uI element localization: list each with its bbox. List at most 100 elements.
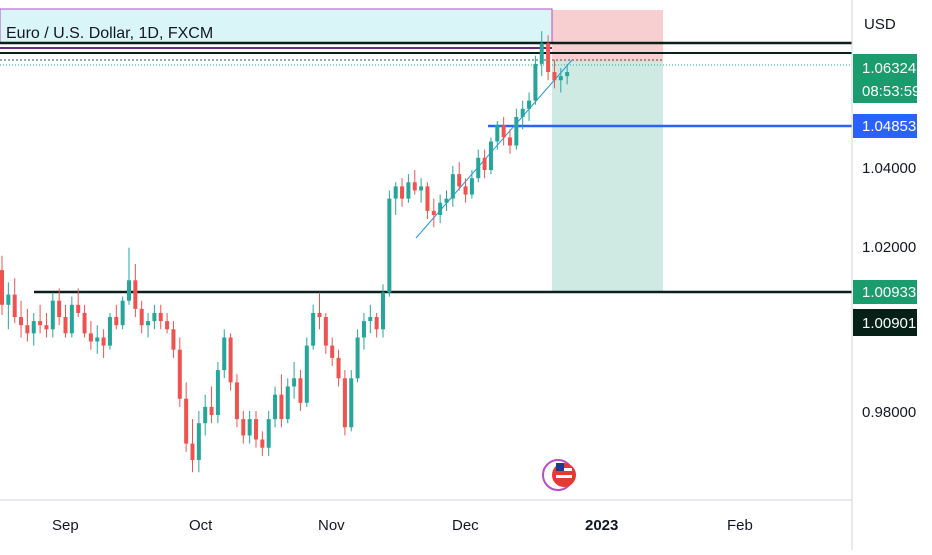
candle-body[interactable] [76, 304, 81, 313]
candle-body[interactable] [317, 312, 322, 318]
candle-body[interactable] [406, 182, 411, 199]
candle-body[interactable] [469, 178, 474, 195]
candle-body[interactable] [273, 394, 278, 420]
candle-body[interactable] [215, 370, 220, 416]
candle-body[interactable] [165, 321, 170, 330]
candle-body[interactable] [304, 345, 309, 403]
candle-body[interactable] [393, 186, 398, 199]
candle-body[interactable] [336, 357, 341, 379]
candle-body[interactable] [539, 43, 544, 64]
candle-body[interactable] [438, 202, 443, 215]
candle-body[interactable] [444, 198, 449, 203]
candle-body[interactable] [400, 186, 405, 199]
candle-body[interactable] [222, 337, 227, 371]
candle-body[interactable] [31, 321, 36, 334]
candle-body[interactable] [565, 72, 570, 77]
candle-body[interactable] [279, 394, 284, 420]
candle-body[interactable] [419, 186, 424, 191]
candle-body[interactable] [463, 186, 468, 195]
candle-body[interactable] [234, 382, 239, 420]
candle-body[interactable] [355, 337, 360, 379]
candle-body[interactable] [63, 317, 68, 334]
candle-body[interactable] [44, 325, 49, 330]
candle-body[interactable] [57, 300, 62, 318]
candle-body[interactable] [552, 72, 557, 81]
time-label-dec: Dec [452, 517, 479, 534]
candle-body[interactable] [152, 312, 157, 322]
us-flag-event-icon[interactable] [542, 459, 576, 491]
candle-body[interactable] [69, 304, 74, 334]
candle-body[interactable] [488, 141, 493, 171]
title-highlight-box[interactable] [0, 8, 553, 44]
candle-body[interactable] [508, 137, 512, 146]
candle-body[interactable] [285, 386, 290, 420]
blue-level-label: 1.04853 [862, 118, 916, 135]
candle-body[interactable] [546, 43, 551, 73]
candle-body[interactable] [171, 329, 176, 350]
candle-body[interactable] [349, 378, 354, 428]
candle-body[interactable] [387, 198, 392, 293]
candle-body[interactable] [127, 280, 131, 301]
candle-body[interactable] [425, 186, 430, 211]
candle-body[interactable] [209, 406, 214, 416]
green-level-badge [853, 280, 917, 304]
candle-body[interactable] [6, 294, 11, 305]
candle-body[interactable] [514, 116, 519, 146]
candle-body[interactable] [298, 378, 303, 403]
candle-body[interactable] [101, 337, 106, 346]
candle-body[interactable] [482, 157, 487, 171]
candle-body[interactable] [12, 294, 17, 318]
stop-loss-zone[interactable] [552, 10, 663, 62]
candle-body[interactable] [368, 317, 373, 322]
candle-body[interactable] [342, 378, 347, 428]
candle-body[interactable] [311, 312, 316, 346]
candle-body[interactable] [254, 419, 258, 440]
candle-body[interactable] [381, 292, 385, 330]
candle-body[interactable] [120, 300, 125, 326]
candle-body[interactable] [241, 419, 246, 436]
candle-body[interactable] [95, 337, 100, 342]
candle-body[interactable] [177, 349, 182, 399]
candle-body[interactable] [412, 182, 417, 191]
candle-body[interactable] [190, 443, 195, 460]
candle-body[interactable] [50, 300, 55, 330]
candle-body[interactable] [146, 321, 151, 326]
candle-body[interactable] [88, 333, 93, 342]
candle-body[interactable] [158, 312, 163, 322]
candle-body[interactable] [558, 76, 563, 81]
candle-body[interactable] [82, 312, 87, 334]
candle-body[interactable] [266, 419, 271, 448]
candle-body[interactable] [457, 174, 462, 187]
candle-body[interactable] [292, 378, 297, 387]
candle-body[interactable] [533, 63, 538, 101]
candle-body[interactable] [25, 325, 30, 334]
candle-body[interactable] [330, 345, 335, 358]
candle-body[interactable] [431, 210, 436, 215]
candle-body[interactable] [114, 317, 119, 326]
time-label-sep: Sep [52, 517, 79, 534]
candle-body[interactable] [0, 270, 4, 305]
candle-body[interactable] [323, 317, 328, 346]
time-label-2023: 2023 [585, 517, 618, 534]
candle-body[interactable] [184, 398, 189, 444]
candle-body[interactable] [260, 439, 265, 448]
candle-body[interactable] [133, 280, 138, 309]
candle-body[interactable] [38, 321, 43, 326]
candle-body[interactable] [139, 308, 144, 326]
candle-body[interactable] [19, 317, 24, 326]
take-profit-zone[interactable] [552, 62, 663, 292]
candle-body[interactable] [520, 108, 525, 117]
candle-body[interactable] [450, 174, 455, 199]
candle-body[interactable] [476, 157, 481, 179]
candle-body[interactable] [228, 337, 233, 383]
candle-body[interactable] [527, 100, 532, 109]
candle-body[interactable] [107, 317, 112, 346]
candle-body[interactable] [501, 125, 506, 138]
candle-body[interactable] [196, 423, 201, 460]
candle-body[interactable] [203, 406, 208, 424]
candle-body[interactable] [361, 321, 366, 338]
candle-body[interactable] [247, 419, 252, 436]
candle-body[interactable] [495, 125, 500, 142]
candle-body[interactable] [374, 317, 379, 330]
